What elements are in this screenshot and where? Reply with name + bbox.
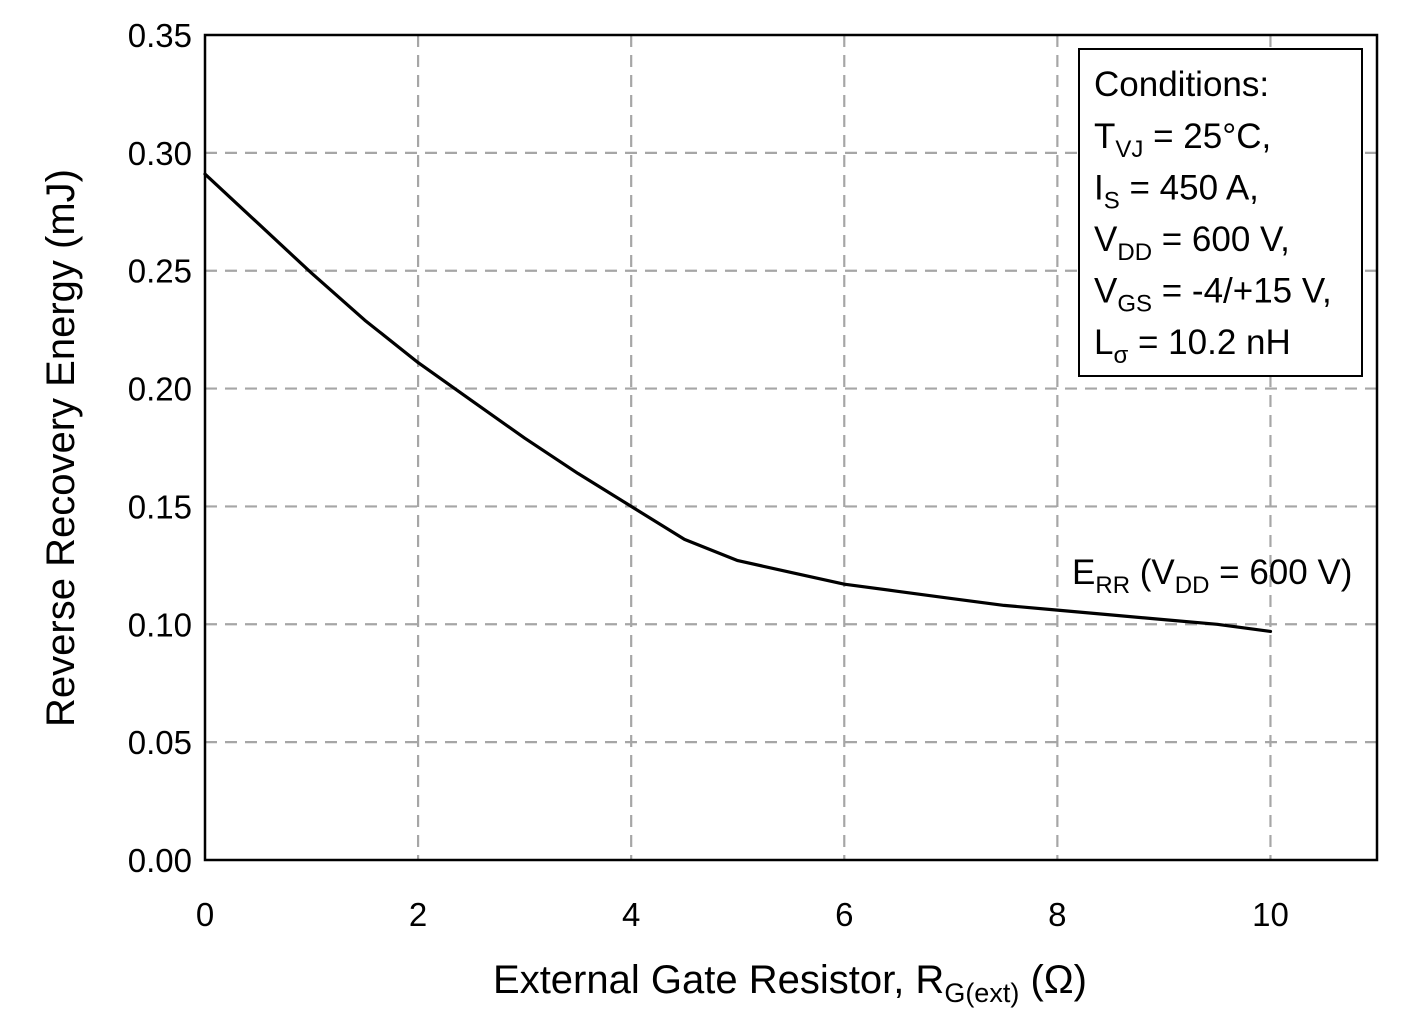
- y-tick-label: 0.10: [128, 606, 192, 643]
- y-axis-title: Reverse Recovery Energy (mJ): [39, 169, 83, 727]
- y-tick-label: 0.15: [128, 488, 192, 525]
- conditions-title: Conditions:: [1094, 65, 1269, 104]
- grid: [205, 35, 1377, 860]
- condition-symbol: L: [1094, 323, 1113, 362]
- y-tick-label: 0.30: [128, 135, 192, 172]
- series-label-rest1: (V: [1130, 553, 1175, 592]
- condition-symbol: T: [1094, 117, 1115, 156]
- conditions-box: Conditions: TVJ = 25°C,IS = 450 A,VDD = …: [1078, 48, 1363, 377]
- series-label: ERR (VDD = 600 V): [1072, 553, 1352, 599]
- x-tick-label: 2: [409, 896, 427, 933]
- condition-subscript: GS: [1117, 291, 1152, 318]
- x-tick-label: 8: [1048, 896, 1066, 933]
- condition-line: VDD = 600 V,: [1094, 220, 1290, 266]
- condition-value: = 450 A,: [1120, 169, 1259, 208]
- series-layer: [203, 172, 1273, 633]
- conditions-lines: TVJ = 25°C,IS = 450 A,VDD = 600 V,VGS = …: [1094, 117, 1332, 369]
- y-tick-label: 0.05: [128, 724, 192, 761]
- condition-subscript: S: [1104, 188, 1120, 215]
- condition-subscript: DD: [1117, 239, 1152, 266]
- x-axis-ticks: 0 2 4 6 8 10: [196, 896, 1289, 933]
- x-axis-title: External Gate Resistor, RG(ext) (Ω): [493, 958, 1087, 1008]
- x-axis-title-unit: (Ω): [1019, 958, 1087, 1002]
- x-axis-title-sub: G(ext): [944, 978, 1019, 1008]
- condition-subscript: σ: [1113, 342, 1128, 369]
- condition-value: = 10.2 nH: [1128, 323, 1290, 362]
- condition-value: = -4/+15 V,: [1152, 272, 1332, 311]
- condition-symbol: V: [1094, 220, 1118, 259]
- series-line: [203, 172, 1273, 633]
- condition-symbol: I: [1094, 169, 1104, 208]
- x-tick-label: 4: [622, 896, 640, 933]
- series-label-sub2: DD: [1175, 572, 1210, 599]
- condition-value: = 600 V,: [1152, 220, 1290, 259]
- y-axis-ticks: 0.00 0.05 0.10 0.15 0.20 0.25 0.30 0.35: [128, 17, 192, 879]
- y-tick-label: 0.35: [128, 17, 192, 54]
- x-axis-title-main: External Gate Resistor, R: [493, 958, 944, 1002]
- series-label-rest2: = 600 V): [1209, 553, 1352, 592]
- condition-subscript: VJ: [1115, 136, 1143, 163]
- x-tick-label: 10: [1252, 896, 1289, 933]
- plot-area: [203, 33, 1379, 862]
- condition-line: VGS = -4/+15 V,: [1094, 272, 1332, 318]
- condition-line: IS = 450 A,: [1094, 169, 1259, 215]
- condition-line: TVJ = 25°C,: [1094, 117, 1271, 163]
- series-label-sub: RR: [1095, 572, 1130, 599]
- condition-value: = 25°C,: [1143, 117, 1271, 156]
- series-label-main: E: [1072, 553, 1095, 592]
- x-tick-label: 6: [835, 896, 853, 933]
- condition-line: Lσ = 10.2 nH: [1094, 323, 1291, 369]
- x-tick-label: 0: [196, 896, 214, 933]
- y-tick-label: 0.25: [128, 253, 192, 290]
- condition-symbol: V: [1094, 272, 1118, 311]
- y-tick-label: 0.20: [128, 371, 192, 408]
- y-tick-label: 0.00: [128, 842, 192, 879]
- conditions-box-frame: [1078, 48, 1363, 377]
